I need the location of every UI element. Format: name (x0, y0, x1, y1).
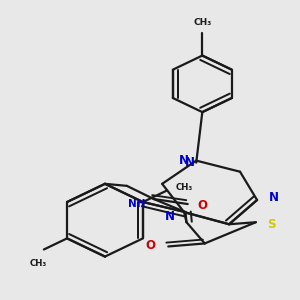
Text: CH₃: CH₃ (176, 183, 193, 192)
Text: O: O (145, 239, 155, 252)
Text: O: O (197, 199, 207, 212)
Text: CH₃: CH₃ (29, 259, 46, 268)
Text: CH₃: CH₃ (193, 18, 212, 27)
Text: N: N (164, 210, 175, 223)
Text: N: N (269, 191, 279, 205)
Text: S: S (267, 218, 276, 231)
Text: N: N (179, 154, 189, 167)
Text: N: N (184, 156, 194, 169)
Text: NH: NH (128, 199, 146, 209)
